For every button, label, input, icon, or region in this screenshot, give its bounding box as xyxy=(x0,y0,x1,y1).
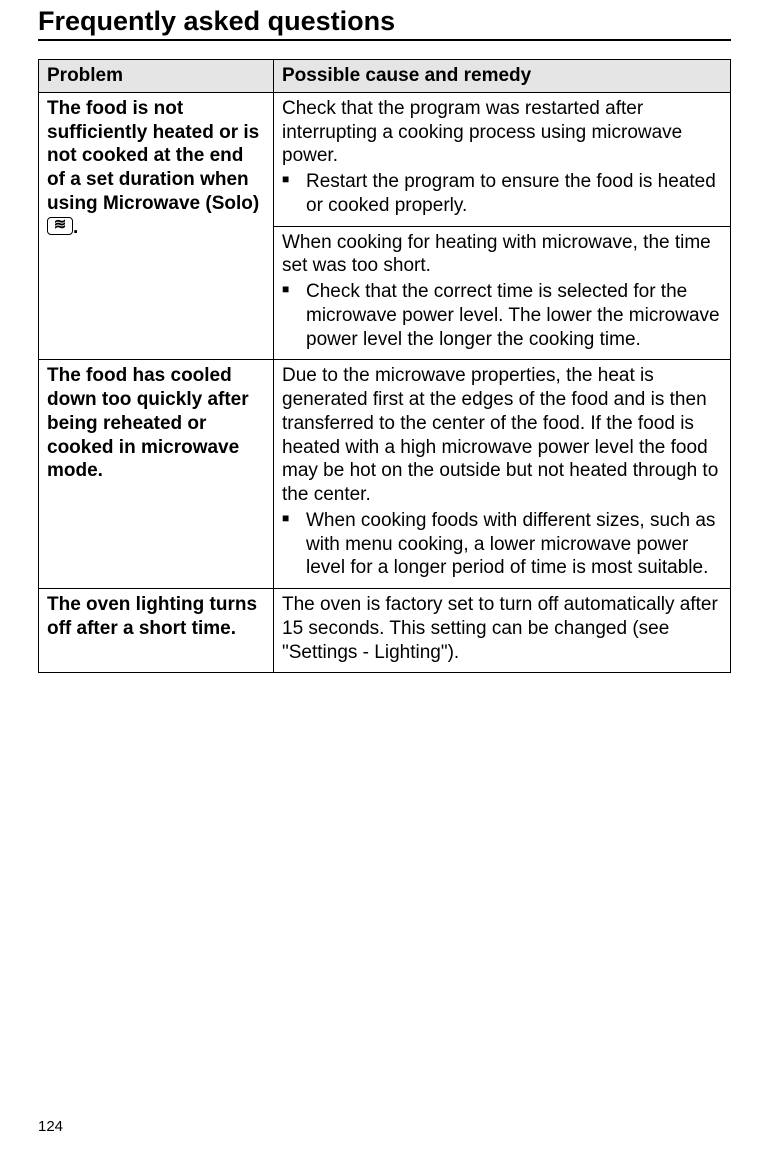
table-row: The food has cooled down too quickly aft… xyxy=(39,360,731,589)
remedy-intro: Check that the program was restarted aft… xyxy=(282,97,722,168)
problem-text: The oven lighting turns off after a shor… xyxy=(47,594,257,639)
table-row: The oven lighting turns off after a shor… xyxy=(39,589,731,673)
page-content: Frequently asked questions Problem Possi… xyxy=(0,6,769,673)
remedy-bullet: When cooking foods with different sizes,… xyxy=(282,509,722,580)
problem-cell: The food is not sufficiently heated or i… xyxy=(39,92,274,360)
remedy-intro: When cooking for heating with microwave,… xyxy=(282,231,722,279)
header-remedy: Possible cause and remedy xyxy=(274,60,731,93)
remedy-cell: Check that the program was restarted aft… xyxy=(274,92,731,226)
remedy-bullet: Restart the program to ensure the food i… xyxy=(282,170,722,218)
header-problem: Problem xyxy=(39,60,274,93)
remedy-bullet-list: Restart the program to ensure the food i… xyxy=(282,170,722,218)
page-number: 124 xyxy=(38,1118,63,1135)
remedy-bullet: Check that the correct time is selected … xyxy=(282,280,722,351)
remedy-bullet-list: When cooking foods with different sizes,… xyxy=(282,509,722,580)
remedy-intro: The oven is factory set to turn off auto… xyxy=(282,593,722,664)
page-title: Frequently asked questions xyxy=(38,6,731,41)
problem-cell: The oven lighting turns off after a shor… xyxy=(39,589,274,673)
remedy-cell: When cooking for heating with microwave,… xyxy=(274,226,731,360)
microwave-icon: ≋ xyxy=(47,217,73,235)
remedy-intro: Due to the microwave properties, the hea… xyxy=(282,364,722,507)
table-row: The food is not sufficiently heated or i… xyxy=(39,92,731,226)
faq-tbody: The food is not sufficiently heated or i… xyxy=(39,92,731,673)
problem-text: The food is not sufficiently heated or i… xyxy=(47,98,259,214)
remedy-cell: Due to the microwave properties, the hea… xyxy=(274,360,731,589)
faq-table: Problem Possible cause and remedy The fo… xyxy=(38,59,731,673)
remedy-cell: The oven is factory set to turn off auto… xyxy=(274,589,731,673)
problem-text: The food has cooled down too quickly aft… xyxy=(47,365,249,481)
problem-text-suffix: . xyxy=(73,217,78,238)
problem-cell: The food has cooled down too quickly aft… xyxy=(39,360,274,589)
remedy-bullet-list: Check that the correct time is selected … xyxy=(282,280,722,351)
